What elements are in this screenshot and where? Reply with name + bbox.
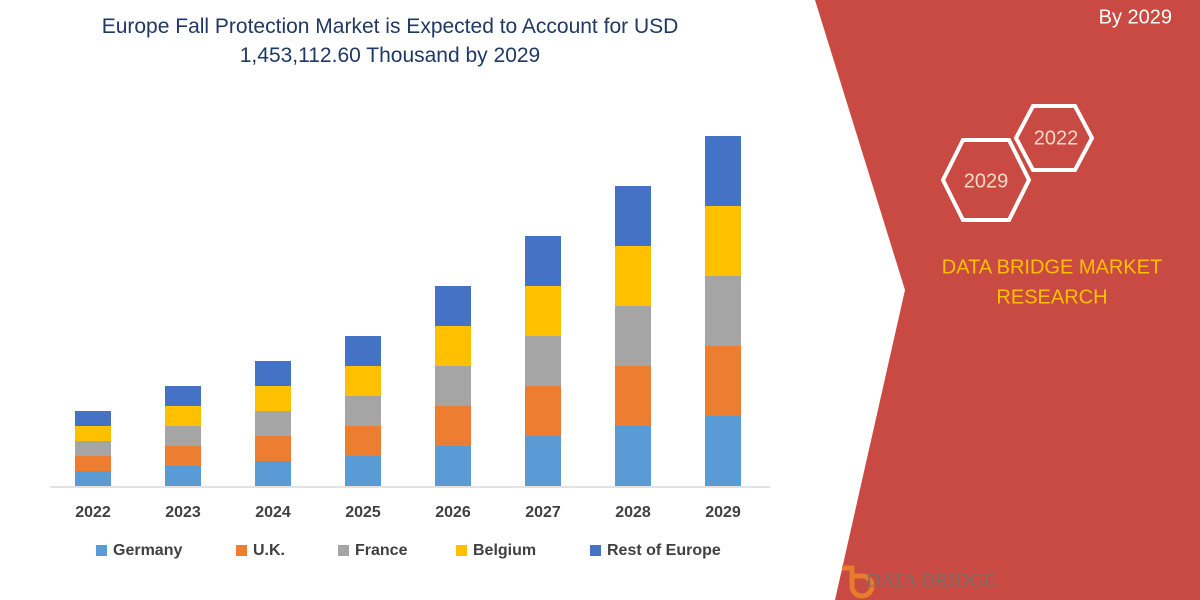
bar-segment: [705, 346, 741, 416]
legend-label: France: [355, 542, 408, 559]
x-tick-label: 2029: [705, 504, 741, 521]
bar-segment: [705, 136, 741, 206]
hexagon: [940, 138, 1032, 222]
bar-segment: [615, 186, 651, 246]
bar-segment: [345, 336, 381, 366]
brand-text: RESEARCH: [996, 286, 1107, 308]
hexagon: [1013, 104, 1095, 172]
bar-segment: [165, 426, 201, 446]
bar-segment: [165, 446, 201, 466]
side-text: By 2029: [1099, 6, 1172, 28]
bar-segment: [255, 386, 291, 411]
logo-text: DATA BRIDGE: [866, 570, 996, 592]
bar-segment: [615, 306, 651, 366]
side-panel: [815, 0, 1200, 600]
bar-segment: [345, 396, 381, 426]
x-tick-label: 2028: [615, 504, 651, 521]
bar-segment: [345, 366, 381, 396]
bar-segment: [435, 326, 471, 366]
legend-label: U.K.: [253, 542, 285, 559]
bar-segment: [615, 426, 651, 486]
logo-icon: [842, 565, 875, 599]
x-tick-label: 2023: [165, 504, 201, 521]
bar-segment: [705, 416, 741, 486]
bar-segment: [165, 466, 201, 486]
legend-label: Rest of Europe: [607, 542, 721, 559]
x-tick-label: 2025: [345, 504, 381, 521]
legend-swatch: [590, 545, 601, 556]
brand-text: DATA BRIDGE MARKET: [942, 256, 1162, 278]
bar-segment: [435, 446, 471, 486]
bar-segment: [525, 436, 561, 486]
x-tick-label: 2022: [75, 504, 111, 521]
bar-segment: [255, 436, 291, 461]
bar-segment: [165, 386, 201, 406]
bar-segment: [75, 471, 111, 486]
bar-segment: [165, 406, 201, 426]
bar-segment: [75, 441, 111, 456]
hexagon-label: 2029: [964, 170, 1009, 192]
legend-swatch: [338, 545, 349, 556]
x-tick-label: 2026: [435, 504, 471, 521]
legend-swatch: [96, 545, 107, 556]
bar-segment: [525, 236, 561, 286]
bar-segment: [75, 456, 111, 471]
x-tick-label: 2024: [255, 504, 291, 521]
chart-title: Europe Fall Protection Market is Expecte…: [101, 15, 679, 67]
bar-segment: [435, 286, 471, 326]
bar-segment: [615, 366, 651, 426]
legend-swatch: [236, 545, 247, 556]
x-tick-label: 2027: [525, 504, 561, 521]
legend-label: Germany: [113, 542, 182, 559]
bar-segment: [75, 411, 111, 426]
bar-segment: [615, 246, 651, 306]
bar-segment: [525, 286, 561, 336]
bar-segment: [255, 361, 291, 386]
bar-segment: [255, 461, 291, 486]
bar-segment: [435, 406, 471, 446]
bar-segment: [525, 386, 561, 436]
legend-swatch: [456, 545, 467, 556]
bar-segment: [345, 426, 381, 456]
bar-segment: [705, 206, 741, 276]
bar-segment: [525, 336, 561, 386]
legend-label: Belgium: [473, 542, 536, 559]
bar-segment: [345, 456, 381, 486]
bar-segment: [75, 426, 111, 441]
bar-segment: [705, 276, 741, 346]
bar-segment: [255, 411, 291, 436]
hexagon-label: 2022: [1034, 127, 1079, 149]
bar-segment: [435, 366, 471, 406]
